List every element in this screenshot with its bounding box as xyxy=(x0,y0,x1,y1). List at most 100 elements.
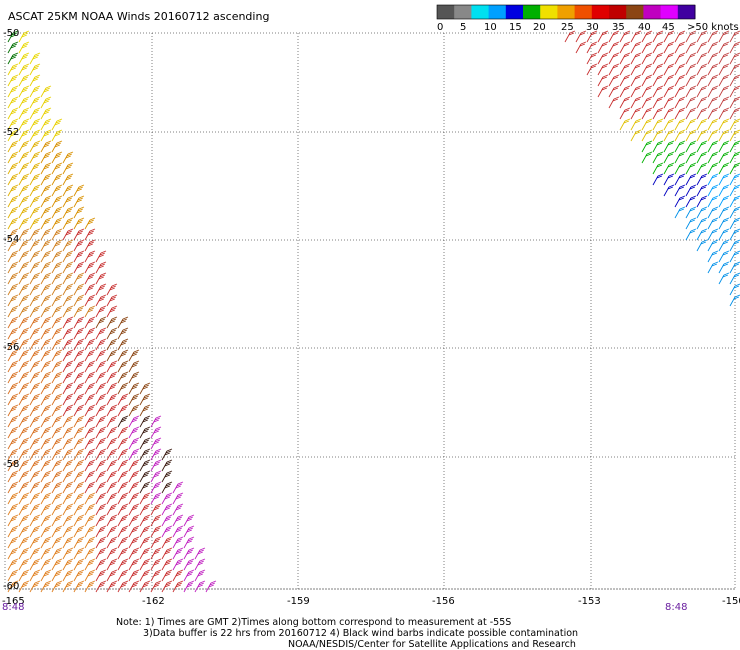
wind-barb xyxy=(630,52,642,65)
wind-barb xyxy=(18,327,30,340)
wind-barb xyxy=(62,580,74,593)
wind-barb xyxy=(40,338,52,351)
wind-barb xyxy=(7,129,19,142)
wind-barb xyxy=(685,63,697,76)
wind-barb xyxy=(7,525,19,538)
wind-barb xyxy=(62,569,74,582)
wind-barb xyxy=(7,63,19,76)
wind-barb xyxy=(663,63,675,76)
wind-barb xyxy=(95,569,107,582)
wind-barb xyxy=(40,173,52,186)
wind-barb xyxy=(117,316,129,329)
wind-barb xyxy=(84,580,96,593)
wind-barb xyxy=(139,536,151,549)
wind-barb xyxy=(51,294,63,307)
wind-barb xyxy=(40,107,52,120)
wind-barb xyxy=(73,294,85,307)
wind-barb xyxy=(718,173,730,186)
wind-barb xyxy=(73,217,85,230)
wind-barb xyxy=(106,459,118,472)
wind-barb xyxy=(84,316,96,329)
wind-barb xyxy=(161,580,173,593)
wind-barb xyxy=(619,52,631,65)
wind-barb xyxy=(7,228,19,241)
wind-barb xyxy=(84,558,96,571)
wind-barb xyxy=(729,96,740,109)
wind-barb xyxy=(29,195,41,208)
wind-barb xyxy=(18,52,30,65)
wind-barb xyxy=(18,547,30,560)
wind-barb xyxy=(172,547,184,560)
wind-barb xyxy=(674,173,686,186)
wind-barb xyxy=(586,63,598,76)
legend-tick-label: 40 xyxy=(638,22,651,33)
wind-barb xyxy=(29,448,41,461)
wind-barb xyxy=(718,217,730,230)
wind-barb xyxy=(674,74,686,87)
wind-swath-right xyxy=(564,30,740,307)
wind-barb xyxy=(84,470,96,483)
wind-barb xyxy=(18,239,30,252)
wind-barb xyxy=(51,283,63,296)
wind-barb xyxy=(18,338,30,351)
wind-barb xyxy=(696,63,708,76)
wind-barb xyxy=(641,85,653,98)
wind-barb xyxy=(51,547,63,560)
wind-barb xyxy=(685,162,697,175)
wind-barb xyxy=(95,448,107,461)
wind-barb xyxy=(29,228,41,241)
wind-barb xyxy=(84,349,96,362)
wind-swath-left xyxy=(7,30,217,593)
legend-swatch xyxy=(609,5,627,19)
wind-barb xyxy=(685,151,697,164)
note-line-2: 3)Data buffer is 22 hrs from 20160712 4)… xyxy=(143,628,578,639)
wind-barb xyxy=(29,162,41,175)
wind-barb xyxy=(7,74,19,87)
wind-barb xyxy=(18,426,30,439)
wind-barb xyxy=(95,283,107,296)
wind-barb xyxy=(718,52,730,65)
wind-barb xyxy=(674,96,686,109)
wind-barb xyxy=(685,74,697,87)
wind-barb xyxy=(150,558,162,571)
wind-barb xyxy=(150,514,162,527)
wind-barb xyxy=(18,437,30,450)
wind-barb xyxy=(7,85,19,98)
wind-barb xyxy=(685,206,697,219)
wind-barb xyxy=(29,580,41,593)
wind-barb xyxy=(150,415,162,428)
longitude-label: -153 xyxy=(578,596,601,607)
wind-barb xyxy=(139,503,151,516)
wind-barb xyxy=(652,30,664,43)
legend-tick-label: 35 xyxy=(612,22,625,33)
wind-barb xyxy=(29,525,41,538)
wind-barb xyxy=(685,118,697,131)
wind-barb xyxy=(685,52,697,65)
wind-barb xyxy=(117,525,129,538)
legend-border xyxy=(436,4,696,20)
wind-barb xyxy=(84,426,96,439)
wind-barb xyxy=(95,327,107,340)
wind-barb xyxy=(84,272,96,285)
wind-barb xyxy=(18,360,30,373)
wind-barb xyxy=(51,239,63,252)
wind-barb xyxy=(729,228,740,241)
wind-barb xyxy=(564,30,576,43)
wind-barb xyxy=(641,52,653,65)
wind-barb xyxy=(696,173,708,186)
wind-barb xyxy=(84,393,96,406)
wind-barb xyxy=(51,228,63,241)
wind-barb xyxy=(729,85,740,98)
wind-barb xyxy=(95,272,107,285)
wind-barb xyxy=(84,547,96,560)
wind-barb xyxy=(619,63,631,76)
wind-barb xyxy=(73,426,85,439)
wind-barb xyxy=(84,415,96,428)
wind-barb xyxy=(106,503,118,516)
wind-barb xyxy=(62,162,74,175)
wind-barb xyxy=(172,492,184,505)
wind-barb xyxy=(73,393,85,406)
wind-barb xyxy=(73,580,85,593)
wind-barb xyxy=(139,569,151,582)
wind-barb xyxy=(29,74,41,87)
